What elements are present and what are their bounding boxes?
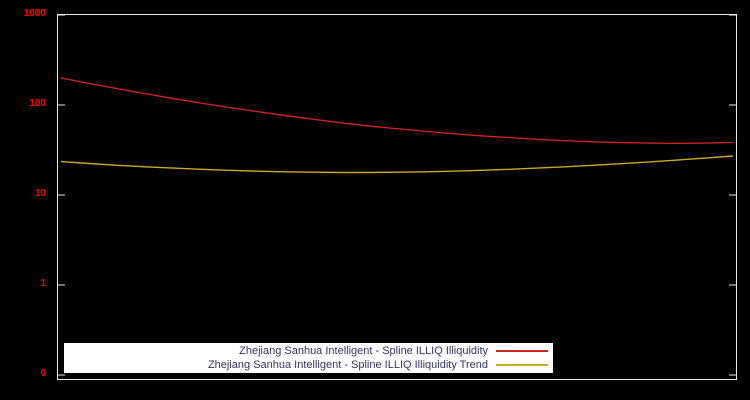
y-tick-label-1000: 1000 [23,8,46,19]
plot-area [57,14,737,380]
legend-item-trend: Zhejiang Sanhua Intelligent - Spline ILL… [64,358,553,372]
legend-label-trend: Zhejiang Sanhua Intelligent - Spline ILL… [207,359,488,371]
y-tick-label-10: 10 [34,188,46,199]
legend-label-illiquidity: Zhejiang Sanhua Intelligent - Spline ILL… [239,345,488,357]
legend-line-swatch-yellow [496,364,548,366]
series-line-1 [60,155,734,174]
legend-line-swatch-red [496,350,548,352]
y-tick-label-100: 100 [29,98,46,109]
legend: Zhejiang Sanhua Intelligent - Spline ILL… [64,343,553,373]
legend-item-illiquidity: Zhejiang Sanhua Intelligent - Spline ILL… [64,344,553,358]
y-tick-label-1: 1 [40,278,46,289]
y-tick-label-0: 0 [40,368,46,379]
series-line-0 [60,77,734,145]
y-axis: 1000 100 10 1 0 [0,0,52,400]
